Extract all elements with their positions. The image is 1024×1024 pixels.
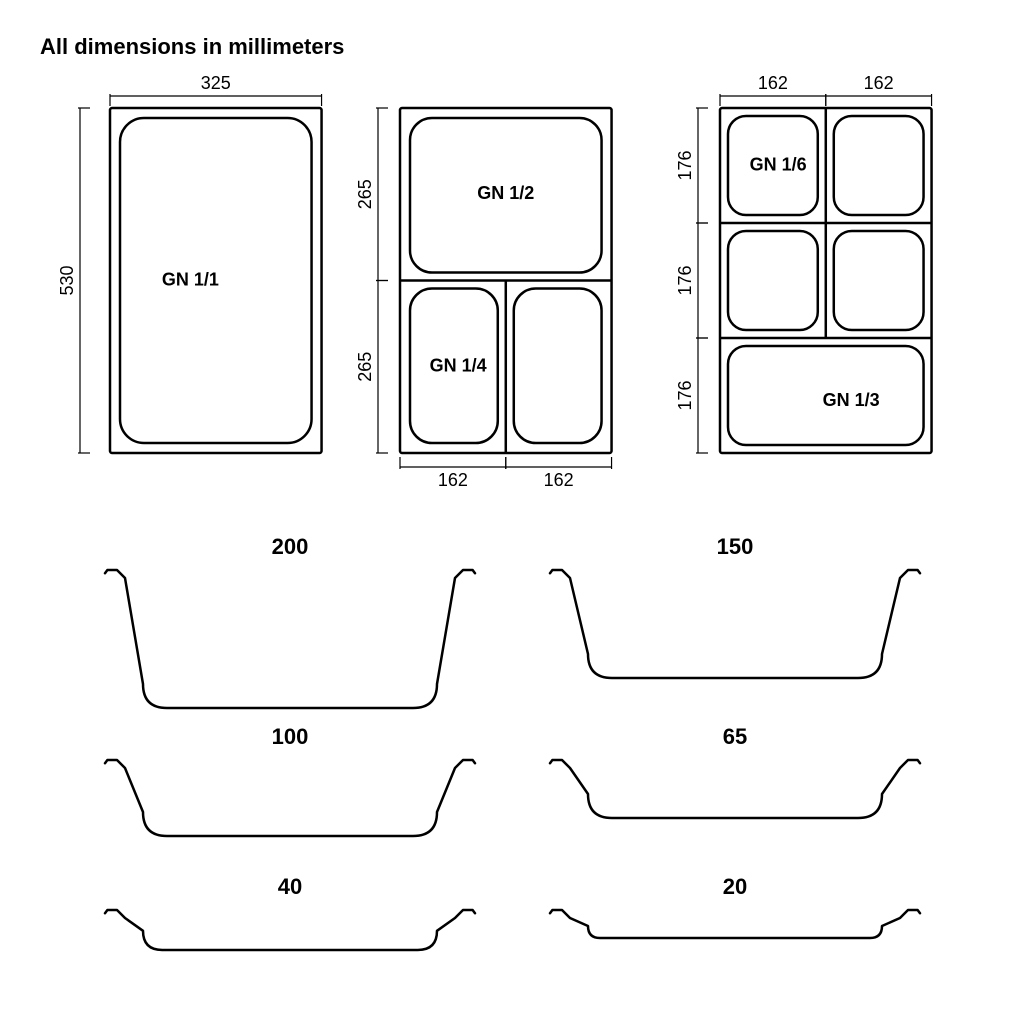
pan-depth-label: 40	[278, 874, 302, 899]
svg-text:265: 265	[355, 352, 375, 382]
pan-profile-200: 200	[105, 534, 475, 708]
plan-gn-1-6-1-3: GN 1/6 GN 1/3 162 162 176 176 176	[675, 73, 932, 453]
svg-text:162: 162	[758, 73, 788, 93]
pan-depth-label: 65	[723, 724, 747, 749]
plan-gn-1-2-1-4: GN 1/2 GN 1/4 265 265 162 162	[355, 108, 612, 490]
svg-text:265: 265	[355, 179, 375, 209]
pan-profile-65: 65	[550, 724, 920, 818]
svg-text:162: 162	[438, 470, 468, 490]
pan-depth-label: 100	[272, 724, 309, 749]
pan-profile-100: 100	[105, 724, 475, 836]
svg-text:176: 176	[675, 265, 695, 295]
svg-text:530: 530	[57, 265, 77, 295]
pan-profile-150: 150	[550, 534, 920, 678]
svg-text:All dimensions in millimeters: All dimensions in millimeters	[40, 34, 344, 59]
gn-1-4-label: GN 1/4	[430, 356, 487, 376]
svg-text:162: 162	[544, 470, 574, 490]
pan-depth-label: 20	[723, 874, 747, 899]
gn-1-1-label: GN 1/1	[162, 269, 219, 289]
gn-1-6-label: GN 1/6	[750, 154, 807, 174]
pan-profile-40: 40	[105, 874, 475, 950]
plan-gn-1-1: GN 1/1 325 530	[57, 73, 322, 453]
pan-profile-20: 20	[550, 874, 920, 938]
svg-text:176: 176	[675, 380, 695, 410]
svg-text:162: 162	[864, 73, 894, 93]
pan-depth-label: 200	[272, 534, 309, 559]
gn-1-2-label: GN 1/2	[477, 183, 534, 203]
pan-depth-label: 150	[717, 534, 754, 559]
gn-1-3-label: GN 1/3	[823, 390, 880, 410]
svg-text:325: 325	[201, 73, 231, 93]
svg-text:176: 176	[675, 150, 695, 180]
